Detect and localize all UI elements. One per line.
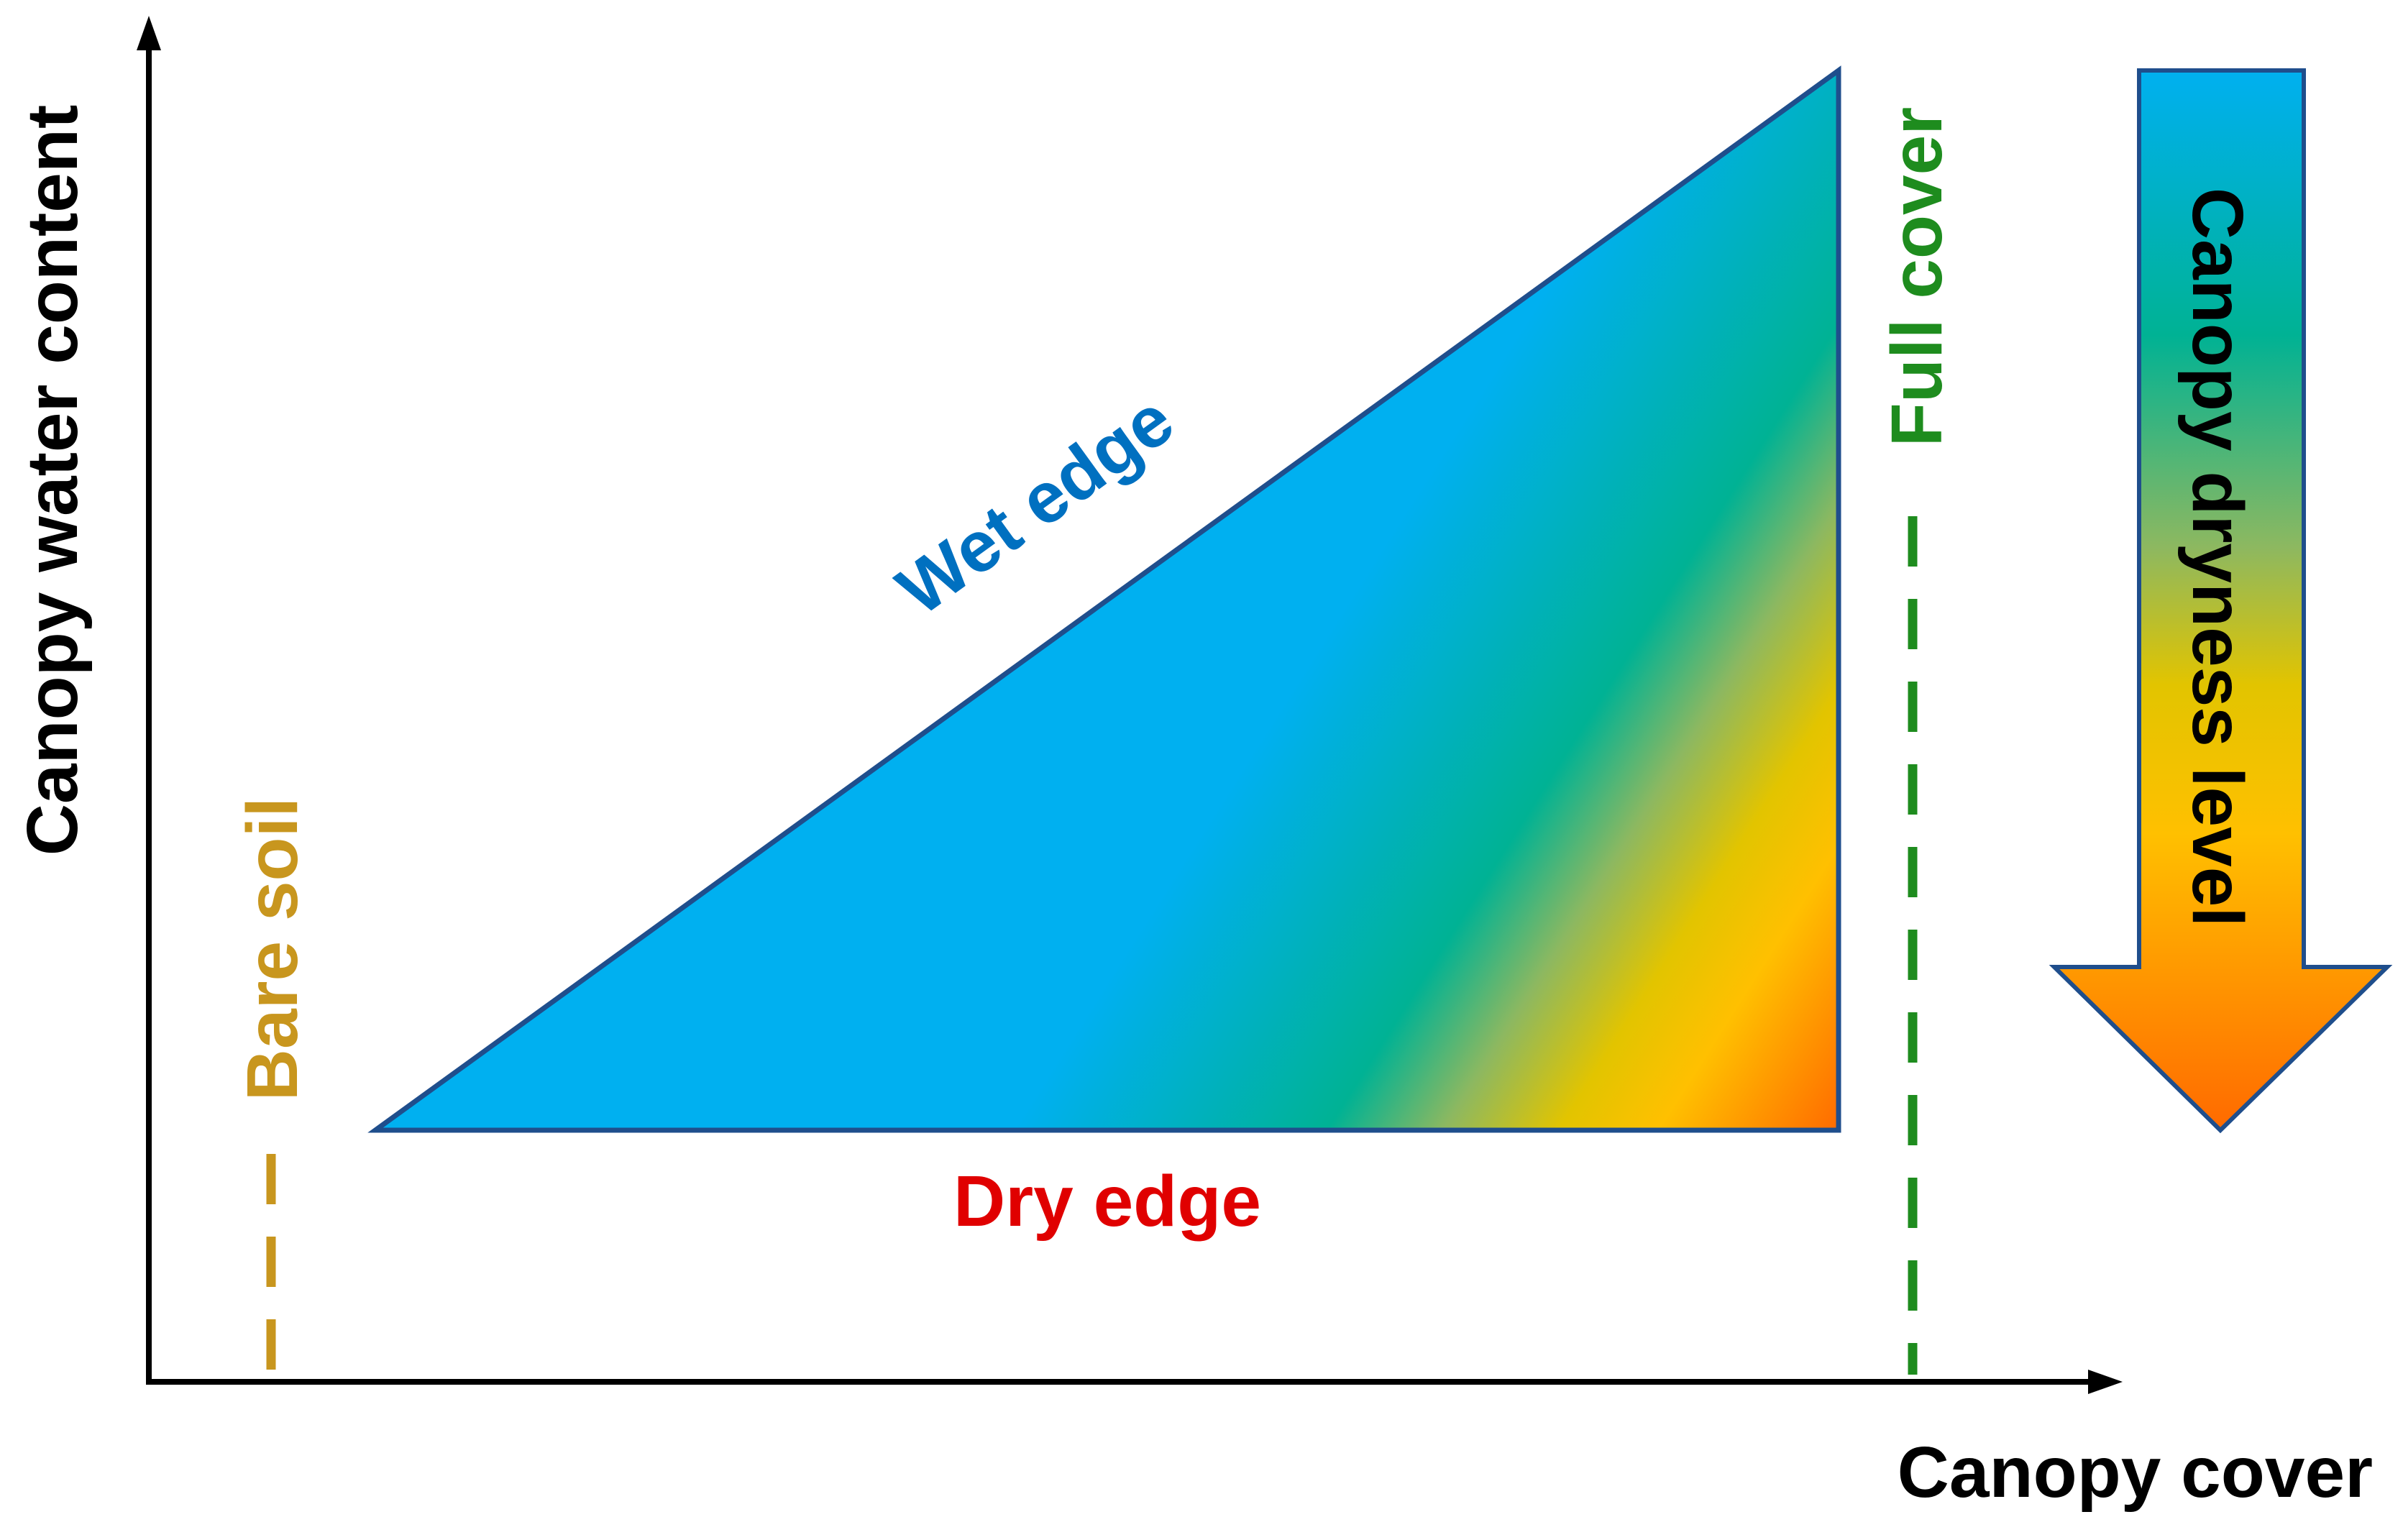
y-axis-label: Canopy water content <box>12 105 93 856</box>
dryness-arrow-label: Canopy dryness level <box>2177 188 2258 927</box>
bare-soil-label: Bare soil <box>232 797 313 1101</box>
dry-edge-label: Dry edge <box>953 1161 1261 1242</box>
y-axis-arrowhead <box>137 16 161 50</box>
axes <box>137 16 2123 1394</box>
dryness-arrow <box>2049 68 2393 1134</box>
x-axis-arrowhead <box>2088 1370 2123 1394</box>
full-cover-label: Full cover <box>1877 107 1957 446</box>
triangle-feature-space <box>367 65 1841 1133</box>
x-axis-label: Canopy cover <box>1898 1432 2373 1513</box>
